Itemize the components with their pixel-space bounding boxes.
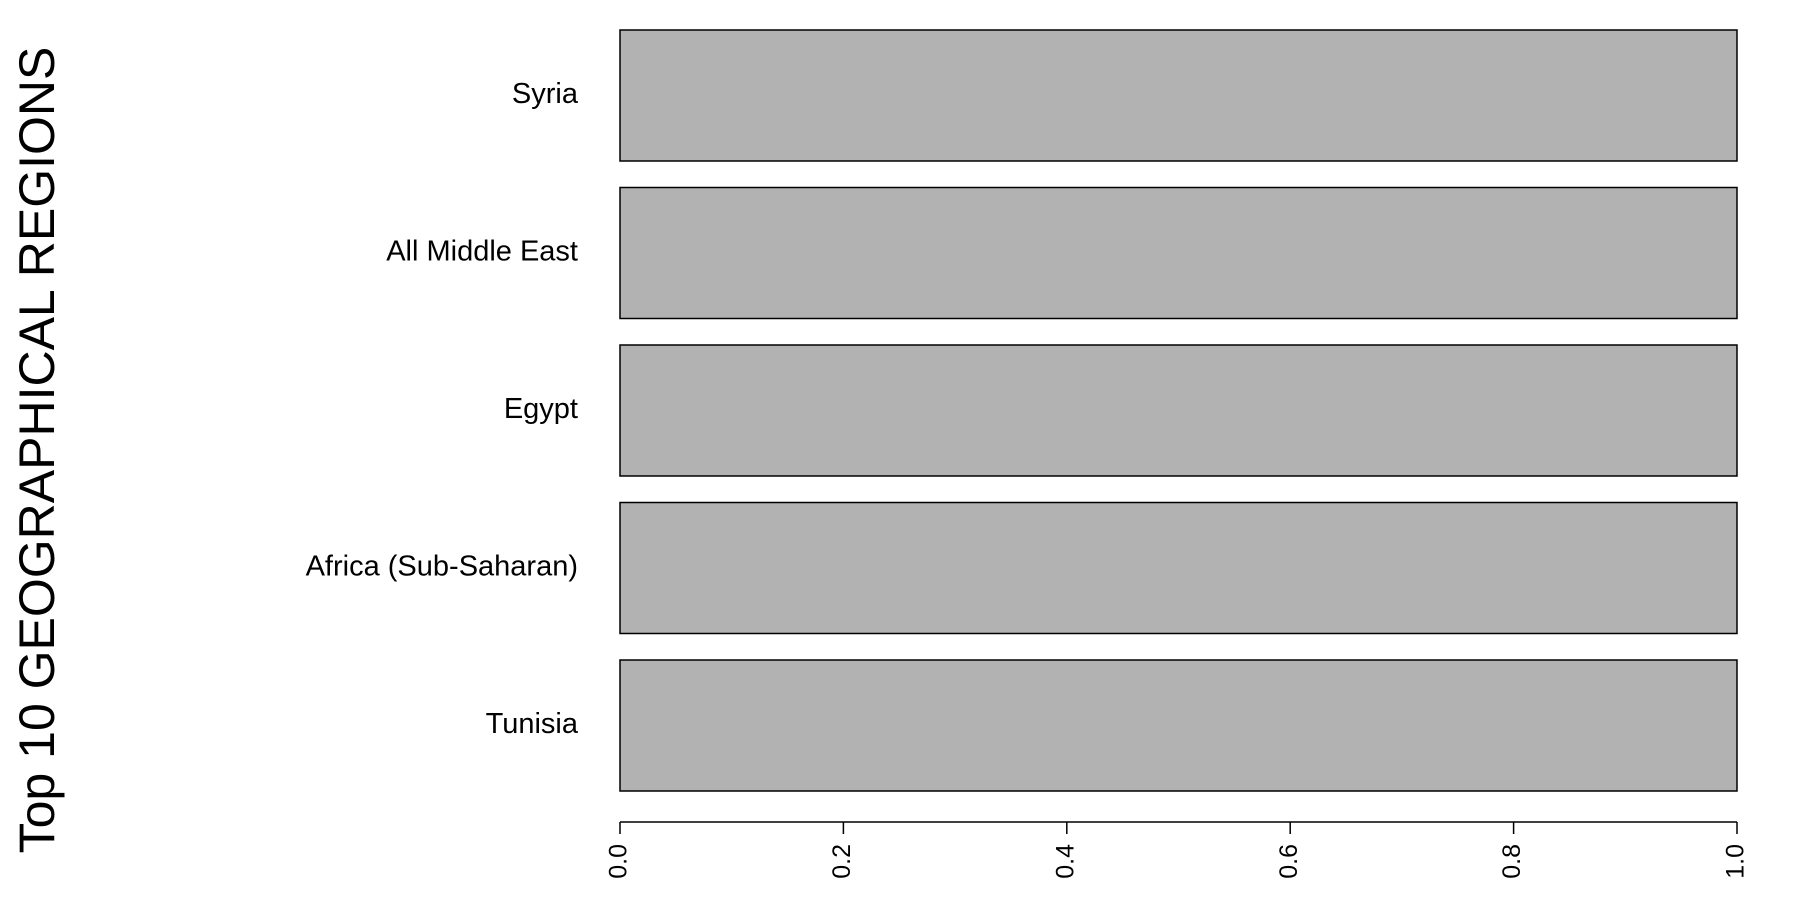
category-label: All Middle East [386,236,578,268]
category-label: Syria [512,78,579,110]
category-labels-group: Syria All Middle East Egypt Africa (Sub-Sah… [306,78,579,740]
y-axis-title: Top 10 GEOGRAPHICAL REGIONS [9,47,65,854]
x-tick-label: 0.4 [1051,844,1079,879]
x-tick-label: 0.8 [1498,844,1526,879]
x-tick-label: 0.0 [605,844,633,879]
x-axis: 0.0 0.2 0.4 0.6 0.8 1.0 [605,821,1750,879]
bar [619,659,1738,792]
bar [619,501,1738,635]
category-label: Africa (Sub-Saharan) [306,551,578,583]
category-label: Tunisia [486,708,579,740]
bar [619,186,1738,320]
x-tick-label: 0.6 [1275,844,1303,879]
x-tick-label: 0.2 [828,844,856,879]
bar [619,29,1738,162]
category-label: Egypt [504,393,578,425]
bars-group [619,29,1738,792]
bar [619,344,1738,477]
x-tick-label: 1.0 [1722,844,1750,879]
